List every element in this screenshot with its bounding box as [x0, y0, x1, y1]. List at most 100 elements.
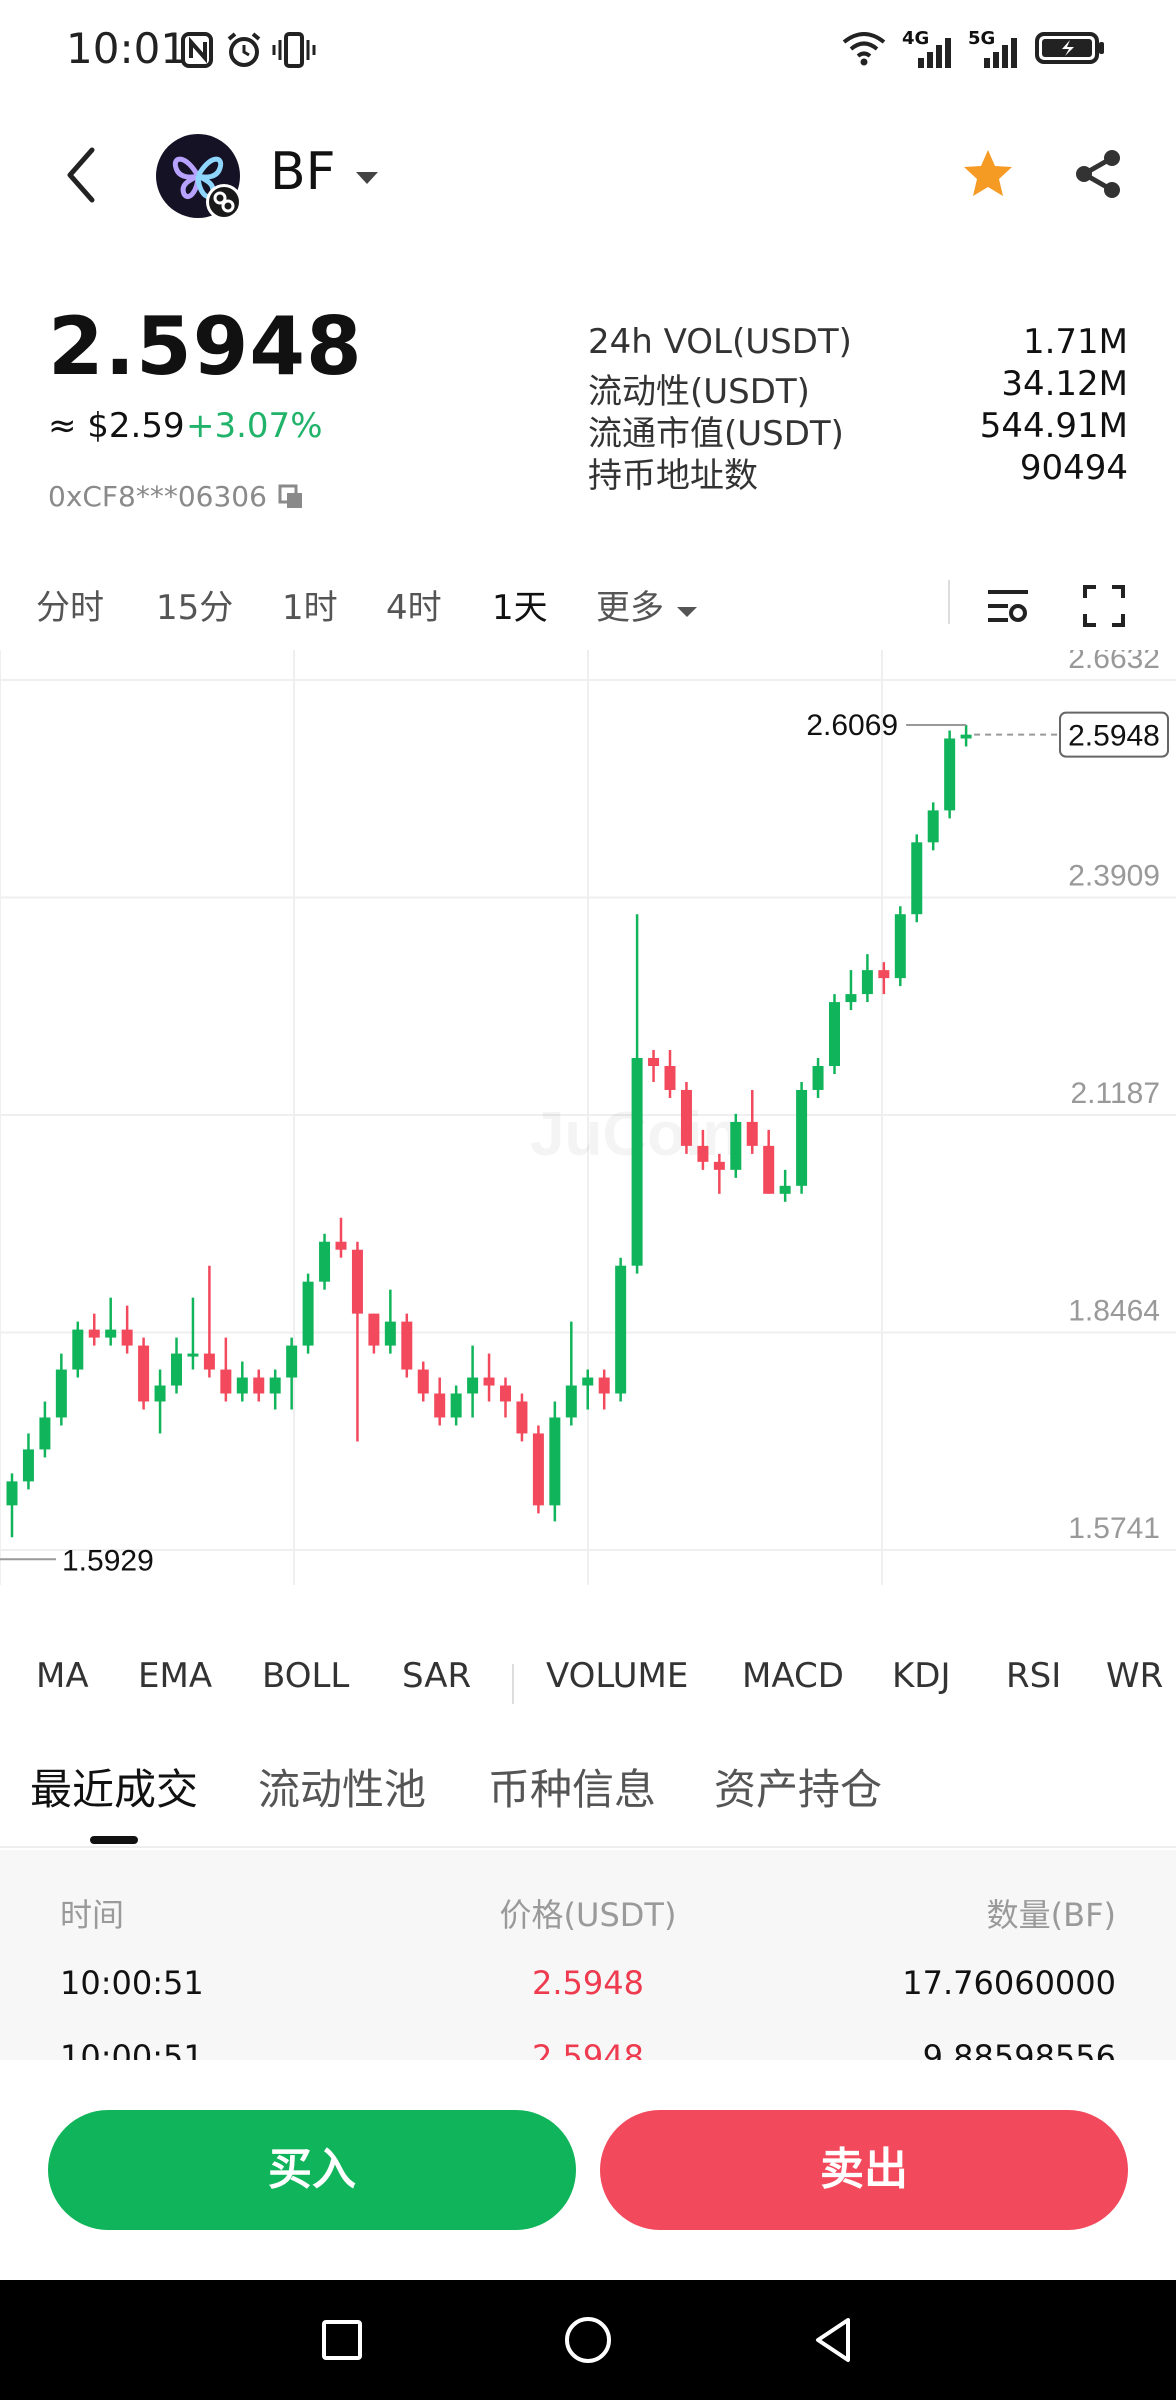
timeframe-15m[interactable]: 15分 [156, 588, 234, 628]
indicator-ema[interactable]: EMA [138, 1656, 213, 1696]
buy-button[interactable]: 买入 [48, 2110, 576, 2230]
chart-grid [0, 650, 1176, 1585]
timeframe-1d[interactable]: 1天 [492, 588, 548, 628]
stat-label: 流动性(USDT) [588, 372, 810, 412]
candle-body [236, 1377, 248, 1394]
low-price-label: 1.5929 [62, 1544, 154, 1577]
y-tick-label: 2.3909 [1068, 860, 1160, 893]
trade-price: 2.5948 [532, 1964, 644, 2002]
status-icons-left [180, 30, 316, 70]
indicator-sar[interactable]: SAR [402, 1656, 472, 1696]
action-bar: 买入 卖出 [0, 2060, 1176, 2280]
stat-volume: 24h VOL(USDT) 1.71M [588, 322, 1128, 364]
contract-address[interactable]: 0xCF8***06306 [48, 480, 305, 513]
candle-body [697, 1145, 709, 1162]
candle-body [6, 1481, 18, 1506]
recent-trades-list: 时间 价格(USDT) 数量(BF) 10:00:51 2.5948 17.76… [0, 1850, 1176, 2060]
copy-icon[interactable] [277, 483, 305, 511]
status-time: 10:01 [66, 24, 188, 73]
y-tick-label: 1.5741 [1068, 1512, 1160, 1545]
indicator-divider [512, 1664, 514, 1704]
stat-label: 流通市值(USDT) [588, 414, 844, 454]
chart-annotations: 2.5948 2.6069 1.5929 [0, 709, 1169, 1577]
fullscreen-icon[interactable] [1082, 584, 1126, 628]
indicator-kdj[interactable]: KDJ [892, 1656, 951, 1696]
indicator-wr[interactable]: WR [1106, 1656, 1164, 1696]
candle-body [384, 1321, 396, 1346]
wifi-icon [842, 32, 886, 66]
candle-body [351, 1249, 363, 1314]
indicator-boll[interactable]: BOLL [262, 1656, 350, 1696]
candle-body [138, 1345, 150, 1402]
candle-body [944, 738, 956, 811]
candle-body [812, 1065, 824, 1090]
last-price-label: 2.5948 [1068, 720, 1160, 753]
candle-body [927, 810, 939, 843]
timeframe-more-label: 更多 [596, 588, 664, 628]
candle-body [582, 1377, 594, 1386]
candle-body [286, 1345, 298, 1378]
favorite-star-icon[interactable] [960, 146, 1016, 202]
candle-body [598, 1377, 610, 1394]
candle-body [335, 1241, 347, 1250]
timeframe-bar: 分时 15分 1时 4时 1天 更多 [0, 580, 1176, 660]
network-4g-label: 4G [902, 28, 930, 49]
back-triangle-icon[interactable] [804, 2310, 864, 2370]
indicator-ma[interactable]: MA [36, 1656, 89, 1696]
chart-settings-icon[interactable] [984, 584, 1032, 628]
y-tick-label: 2.1187 [1070, 1077, 1160, 1110]
signal-bars-icon [918, 38, 951, 68]
high-price-label: 2.6069 [806, 709, 898, 742]
chevron-down-icon[interactable] [354, 170, 380, 186]
usd-price: ≈ $2.59 [48, 406, 185, 446]
timeframe-4h[interactable]: 4时 [386, 588, 442, 628]
stat-label: 24h VOL(USDT) [588, 322, 852, 362]
y-tick-label: 1.8464 [1068, 1295, 1160, 1328]
vibrate-icon [272, 32, 316, 68]
stat-value: 1.71M [1022, 322, 1128, 362]
tab-recent-trades[interactable]: 最近成交 [30, 1765, 199, 1814]
candle-body [187, 1353, 199, 1357]
indicator-volume[interactable]: VOLUME [546, 1656, 689, 1696]
sell-button[interactable]: 卖出 [600, 2110, 1128, 2230]
indicator-rsi[interactable]: RSI [1006, 1656, 1062, 1696]
candle-body [648, 1058, 660, 1066]
candle-body [88, 1329, 100, 1338]
detail-tabs: 最近成交 流动性池 币种信息 资产持仓 [0, 1748, 1176, 1848]
token-symbol[interactable]: BF [270, 142, 336, 202]
timeframe-1h[interactable]: 1时 [282, 588, 338, 628]
status-icons-right: 4G 5G [840, 28, 1106, 68]
last-price-tag [1059, 711, 1169, 758]
candle-body [434, 1393, 446, 1418]
indicator-bar: MA EMA BOLL SAR VOLUME MACD KDJ RSI WR [0, 1656, 1176, 1716]
recents-square-icon[interactable] [312, 2310, 372, 2370]
indicator-macd[interactable]: MACD [742, 1656, 844, 1696]
toolbar-divider [948, 580, 950, 624]
tab-token-info[interactable]: 币种信息 [488, 1765, 657, 1814]
tab-holdings[interactable]: 资产持仓 [714, 1765, 883, 1814]
home-circle-icon[interactable] [558, 2310, 618, 2370]
stat-value: 90494 [1019, 448, 1128, 488]
stat-value: 544.91M [979, 406, 1128, 446]
share-icon[interactable] [1070, 146, 1126, 202]
candle-body [664, 1065, 676, 1090]
candle-body [22, 1449, 34, 1482]
candle-body [829, 1002, 840, 1066]
timeframe-more[interactable]: 更多 [596, 580, 699, 629]
token-header: BF [0, 130, 1176, 220]
candle-body [680, 1089, 692, 1146]
chain-badge-icon [206, 184, 242, 220]
status-bar: 10:01 4G 5G [0, 0, 1176, 100]
header-amount: 数量(BF) [986, 1896, 1116, 1934]
back-arrow-icon[interactable] [56, 140, 116, 210]
timeframe-time[interactable]: 分时 [36, 588, 104, 628]
stat-value: 34.12M [1001, 364, 1128, 404]
x-tick-label: 2025-07-31 08:00 [477, 1598, 698, 1600]
candle-body [483, 1377, 495, 1386]
candle-body [746, 1121, 758, 1146]
tab-liquidity-pool[interactable]: 流动性池 [258, 1765, 427, 1814]
candle-body [203, 1353, 215, 1370]
candle-body [319, 1241, 331, 1282]
last-price: 2.5948 [48, 300, 363, 393]
